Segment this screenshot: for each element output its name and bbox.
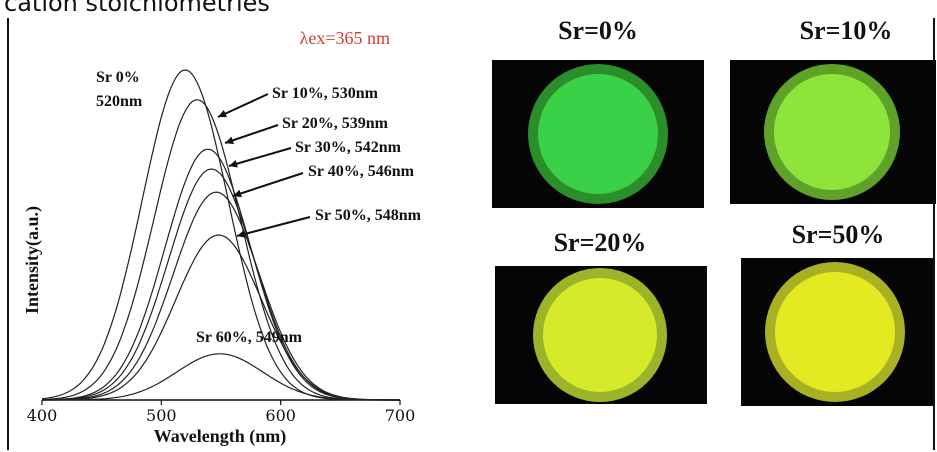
- pointer-arrow-line: [224, 124, 279, 144]
- emission-spectra-chart: 400 500 600 700 Sr 0% 520nm Sr 10%, 530nm Sr 2…: [22, 28, 422, 447]
- pointer-arrowhead: [229, 159, 238, 168]
- photo-disc: [543, 278, 657, 392]
- chart-labels: Sr 0% 520nm Sr 10%, 530nm Sr 20%, 539nm Sr 3…: [96, 69, 422, 346]
- photo-disc: [774, 74, 890, 190]
- pointer-arrow-line: [232, 172, 304, 197]
- photo-sr50: [741, 258, 933, 406]
- pointer-arrow-line: [217, 93, 269, 118]
- series-curve: [42, 168, 400, 401]
- pointer-arrowhead: [233, 189, 242, 198]
- chart-series: [41, 69, 400, 401]
- label-sr0: Sr 0%: [96, 69, 140, 86]
- photo-label-sr20: Sr=20%: [553, 228, 647, 257]
- photo-disc: [775, 272, 895, 392]
- y-axis-label: Intensity(a.u.): [22, 206, 43, 314]
- photo-sr0: [492, 60, 704, 208]
- photo-sr20: [495, 266, 707, 404]
- photo-disc: [538, 74, 658, 194]
- x-axis-label: Wavelength (nm): [154, 426, 287, 447]
- pointer-arrow-line: [228, 147, 292, 167]
- pointer-arrowhead: [225, 136, 234, 145]
- chart-axes: 400 500 600 700: [27, 399, 416, 425]
- series-curve: [42, 234, 400, 401]
- x-tick-label: 600: [265, 406, 296, 425]
- excitation-annotation: λex=365 nm: [300, 28, 390, 48]
- series-curve: [42, 353, 400, 401]
- label-sr0-peak: 520nm: [96, 93, 143, 110]
- x-tick-label: 700: [385, 406, 416, 425]
- figure-frame: [7, 18, 935, 450]
- label-sr30: Sr 30%, 542nm: [295, 139, 402, 156]
- photo-label-sr50: Sr=50%: [791, 220, 885, 249]
- label-sr60: Sr 60%, 549nm: [196, 329, 303, 346]
- label-sr40: Sr 40%, 546nm: [308, 163, 415, 180]
- x-tick-label: 500: [146, 406, 177, 425]
- chart-arrows: [217, 93, 311, 238]
- pointer-arrowhead: [218, 110, 227, 118]
- pointer-arrow-line: [236, 216, 311, 237]
- caption-fragment: cation stoichiometries: [4, 0, 270, 17]
- photo-sr10: [730, 60, 936, 204]
- x-tick-label: 400: [27, 406, 58, 425]
- pointer-arrowhead: [237, 230, 246, 238]
- photo-label-sr0: Sr=0%: [558, 16, 638, 45]
- photo-label-sr10: Sr=10%: [799, 16, 893, 45]
- label-sr10: Sr 10%, 530nm: [272, 85, 379, 102]
- label-sr50: Sr 50%, 548nm: [315, 207, 422, 224]
- label-sr20: Sr 20%, 539nm: [282, 115, 389, 132]
